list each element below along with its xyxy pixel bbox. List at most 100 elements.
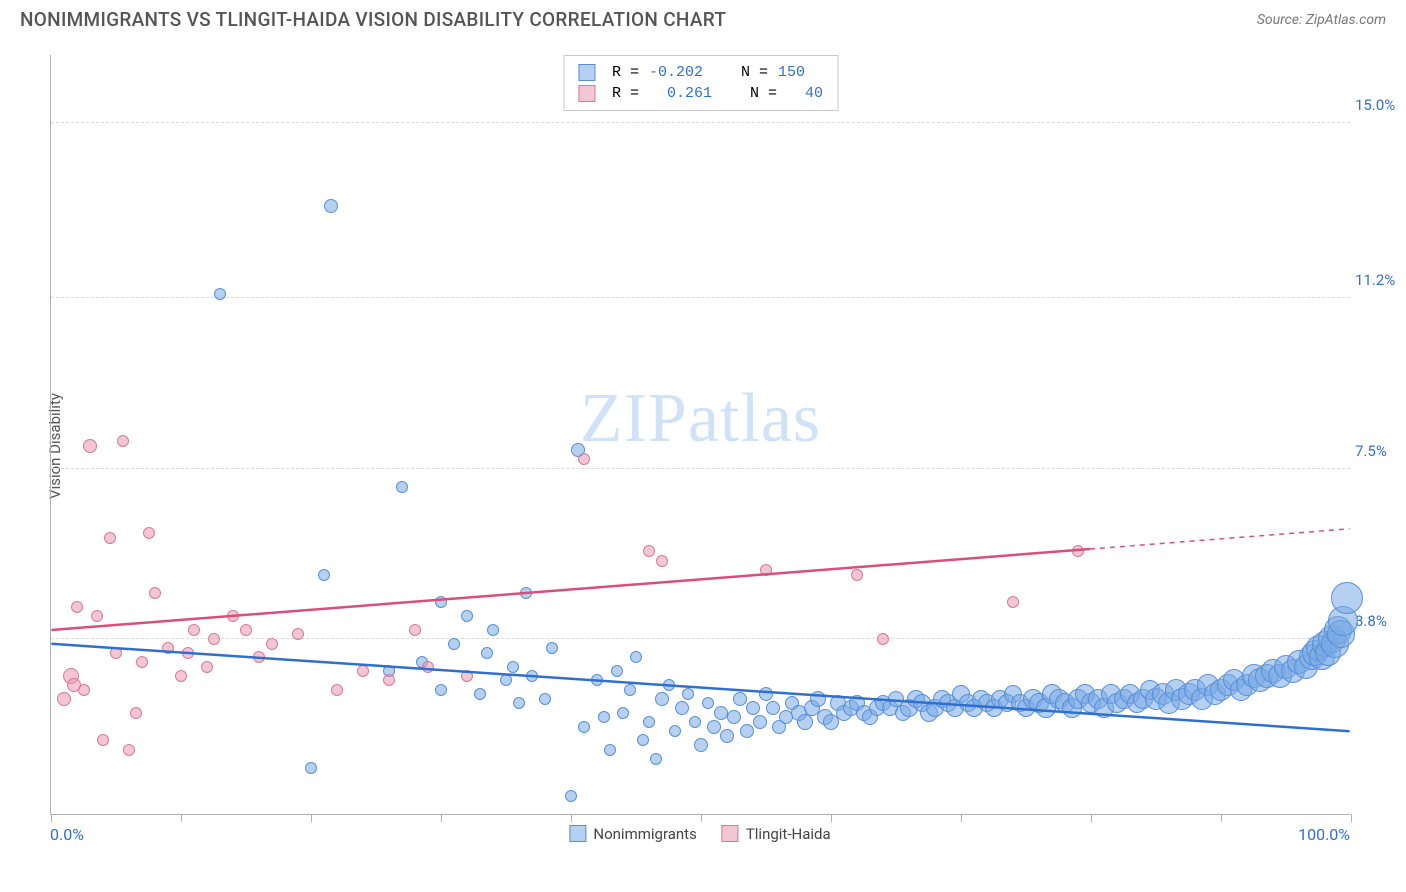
point-nonimmigrants	[435, 596, 447, 608]
point-tlingit-haida	[656, 555, 668, 567]
point-tlingit-haida	[851, 569, 863, 581]
x-tick	[441, 814, 442, 822]
point-nonimmigrants	[1331, 582, 1363, 614]
x-axis-area: 0.0% Nonimmigrants Tlingit-Haida 100.0%	[50, 825, 1350, 845]
point-nonimmigrants	[481, 647, 493, 659]
point-nonimmigrants	[650, 753, 662, 765]
point-tlingit-haida	[578, 453, 590, 465]
point-nonimmigrants	[520, 587, 532, 599]
point-tlingit-haida	[123, 744, 135, 756]
point-tlingit-haida	[130, 707, 142, 719]
point-tlingit-haida	[78, 684, 90, 696]
point-nonimmigrants	[461, 610, 473, 622]
point-nonimmigrants	[759, 687, 773, 701]
point-tlingit-haida	[266, 638, 278, 650]
x-tick	[311, 814, 312, 822]
point-tlingit-haida	[182, 647, 194, 659]
point-nonimmigrants	[500, 674, 512, 686]
point-tlingit-haida	[175, 670, 187, 682]
point-tlingit-haida	[461, 670, 473, 682]
point-nonimmigrants	[611, 665, 623, 677]
point-tlingit-haida	[71, 601, 83, 613]
point-tlingit-haida	[110, 647, 122, 659]
point-tlingit-haida	[143, 527, 155, 539]
point-tlingit-haida	[1072, 545, 1084, 557]
stats-legend-box: R = -0.202 N = 150 R = 0.261 N = 40	[563, 55, 838, 111]
point-tlingit-haida	[643, 545, 655, 557]
point-tlingit-haida	[83, 439, 97, 453]
point-nonimmigrants	[539, 693, 551, 705]
point-tlingit-haida	[877, 633, 889, 645]
point-nonimmigrants	[324, 199, 338, 213]
n-value-nonimmigrants: 150	[778, 64, 805, 81]
x-tick	[831, 814, 832, 822]
point-nonimmigrants	[663, 679, 675, 691]
point-nonimmigrants	[643, 716, 655, 728]
legend-swatch-pink	[578, 85, 595, 102]
point-tlingit-haida	[331, 684, 343, 696]
point-nonimmigrants	[753, 715, 767, 729]
legend-swatch-pink-icon	[722, 825, 739, 842]
scatter-plot-area: ZIPatlas R = -0.202 N = 150 R = 0.261 N …	[50, 55, 1350, 815]
legend-item-tlingit-haida: Tlingit-Haida	[722, 825, 831, 843]
point-nonimmigrants	[578, 721, 590, 733]
point-tlingit-haida	[422, 661, 434, 673]
x-tick	[181, 814, 182, 822]
y-tick-label: 11.2%	[1355, 271, 1406, 289]
point-nonimmigrants	[305, 762, 317, 774]
point-tlingit-haida	[201, 661, 213, 673]
point-nonimmigrants	[624, 684, 636, 696]
point-tlingit-haida	[292, 628, 304, 640]
point-nonimmigrants	[546, 642, 558, 654]
point-nonimmigrants	[617, 707, 629, 719]
point-nonimmigrants	[396, 481, 408, 493]
y-tick-label: 3.8%	[1355, 612, 1406, 630]
r-value-nonimmigrants: -0.202	[649, 64, 703, 81]
point-nonimmigrants	[675, 701, 689, 715]
point-tlingit-haida	[240, 624, 252, 636]
point-nonimmigrants	[720, 729, 734, 743]
x-axis-max-label: 100.0%	[1298, 825, 1350, 844]
point-nonimmigrants	[740, 724, 754, 738]
point-tlingit-haida	[162, 642, 174, 654]
point-nonimmigrants	[448, 638, 460, 650]
y-tick-label: 7.5%	[1355, 442, 1406, 460]
point-tlingit-haida	[208, 633, 220, 645]
stats-row-nonimmigrants: R = -0.202 N = 150	[578, 62, 823, 83]
point-nonimmigrants	[598, 711, 610, 723]
point-nonimmigrants	[214, 288, 226, 300]
point-tlingit-haida	[188, 624, 200, 636]
point-nonimmigrants	[507, 661, 519, 673]
point-tlingit-haida	[104, 532, 116, 544]
point-nonimmigrants	[682, 688, 694, 700]
point-tlingit-haida	[149, 587, 161, 599]
x-tick	[571, 814, 572, 822]
legend-item-nonimmigrants: Nonimmigrants	[569, 825, 696, 843]
point-nonimmigrants	[766, 701, 780, 715]
point-nonimmigrants	[727, 710, 741, 724]
point-tlingit-haida	[760, 564, 772, 576]
point-nonimmigrants	[630, 651, 642, 663]
n-value-tlingit-haida: 40	[787, 85, 823, 102]
legend-swatch-blue	[578, 64, 595, 81]
point-nonimmigrants	[487, 624, 499, 636]
point-tlingit-haida	[409, 624, 421, 636]
point-nonimmigrants	[526, 670, 538, 682]
y-tick-label: 15.0%	[1355, 96, 1406, 114]
point-nonimmigrants	[746, 701, 760, 715]
source-attribution: Source: ZipAtlas.com	[1257, 12, 1386, 28]
gridline	[51, 638, 1350, 639]
point-tlingit-haida	[357, 665, 369, 677]
point-nonimmigrants	[714, 706, 728, 720]
point-nonimmigrants	[733, 692, 747, 706]
gridline	[51, 468, 1350, 469]
point-nonimmigrants	[669, 725, 681, 737]
x-tick	[701, 814, 702, 822]
point-tlingit-haida	[136, 656, 148, 668]
point-tlingit-haida	[117, 435, 129, 447]
point-nonimmigrants	[565, 790, 577, 802]
stats-row-tlingit-haida: R = 0.261 N = 40	[578, 83, 823, 104]
x-tick	[1221, 814, 1222, 822]
point-nonimmigrants	[694, 738, 708, 752]
x-tick	[51, 814, 52, 822]
